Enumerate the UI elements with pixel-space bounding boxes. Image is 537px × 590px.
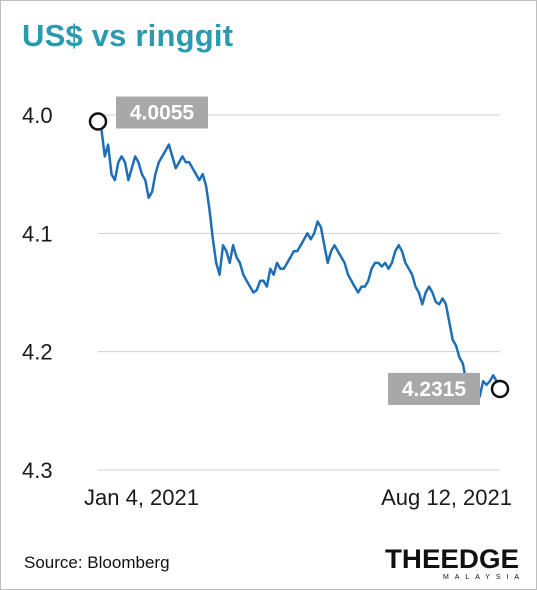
x-tick-label-end: Aug 12, 2021	[381, 485, 512, 510]
x-axis-tick-labels: Jan 4, 2021 Aug 12, 2021	[84, 485, 512, 510]
the-edge-logo: THEEDGE MALAYSIA	[385, 544, 519, 581]
y-tick-label: 4.2	[22, 340, 53, 365]
y-axis-tick-labels: 4.0 4.1 4.2 4.3	[22, 103, 53, 483]
callout-label-end: 4.2315	[402, 378, 467, 401]
series-line-0	[96, 120, 502, 398]
callouts: 4.0055 4.2315	[88, 96, 510, 405]
source-note: Source: Bloomberg	[24, 553, 170, 572]
logo-main-text: THEEDGE	[385, 544, 519, 574]
endpoint-marker-end	[490, 379, 510, 399]
chart-title: US$ vs ringgit	[22, 18, 234, 53]
y-tick-label: 4.3	[22, 458, 53, 483]
callout-box-start	[116, 96, 208, 129]
x-tick-label-start: Jan 4, 2021	[84, 485, 199, 510]
callout-label-start: 4.0055	[130, 102, 195, 125]
y-tick-label: 4.0	[22, 103, 53, 128]
callout-box-end	[388, 372, 480, 405]
logo-sub-text: MALAYSIA	[443, 574, 519, 581]
y-tick-label: 4.1	[22, 221, 53, 246]
endpoint-marker-start	[88, 112, 108, 131]
series-group	[96, 120, 502, 398]
